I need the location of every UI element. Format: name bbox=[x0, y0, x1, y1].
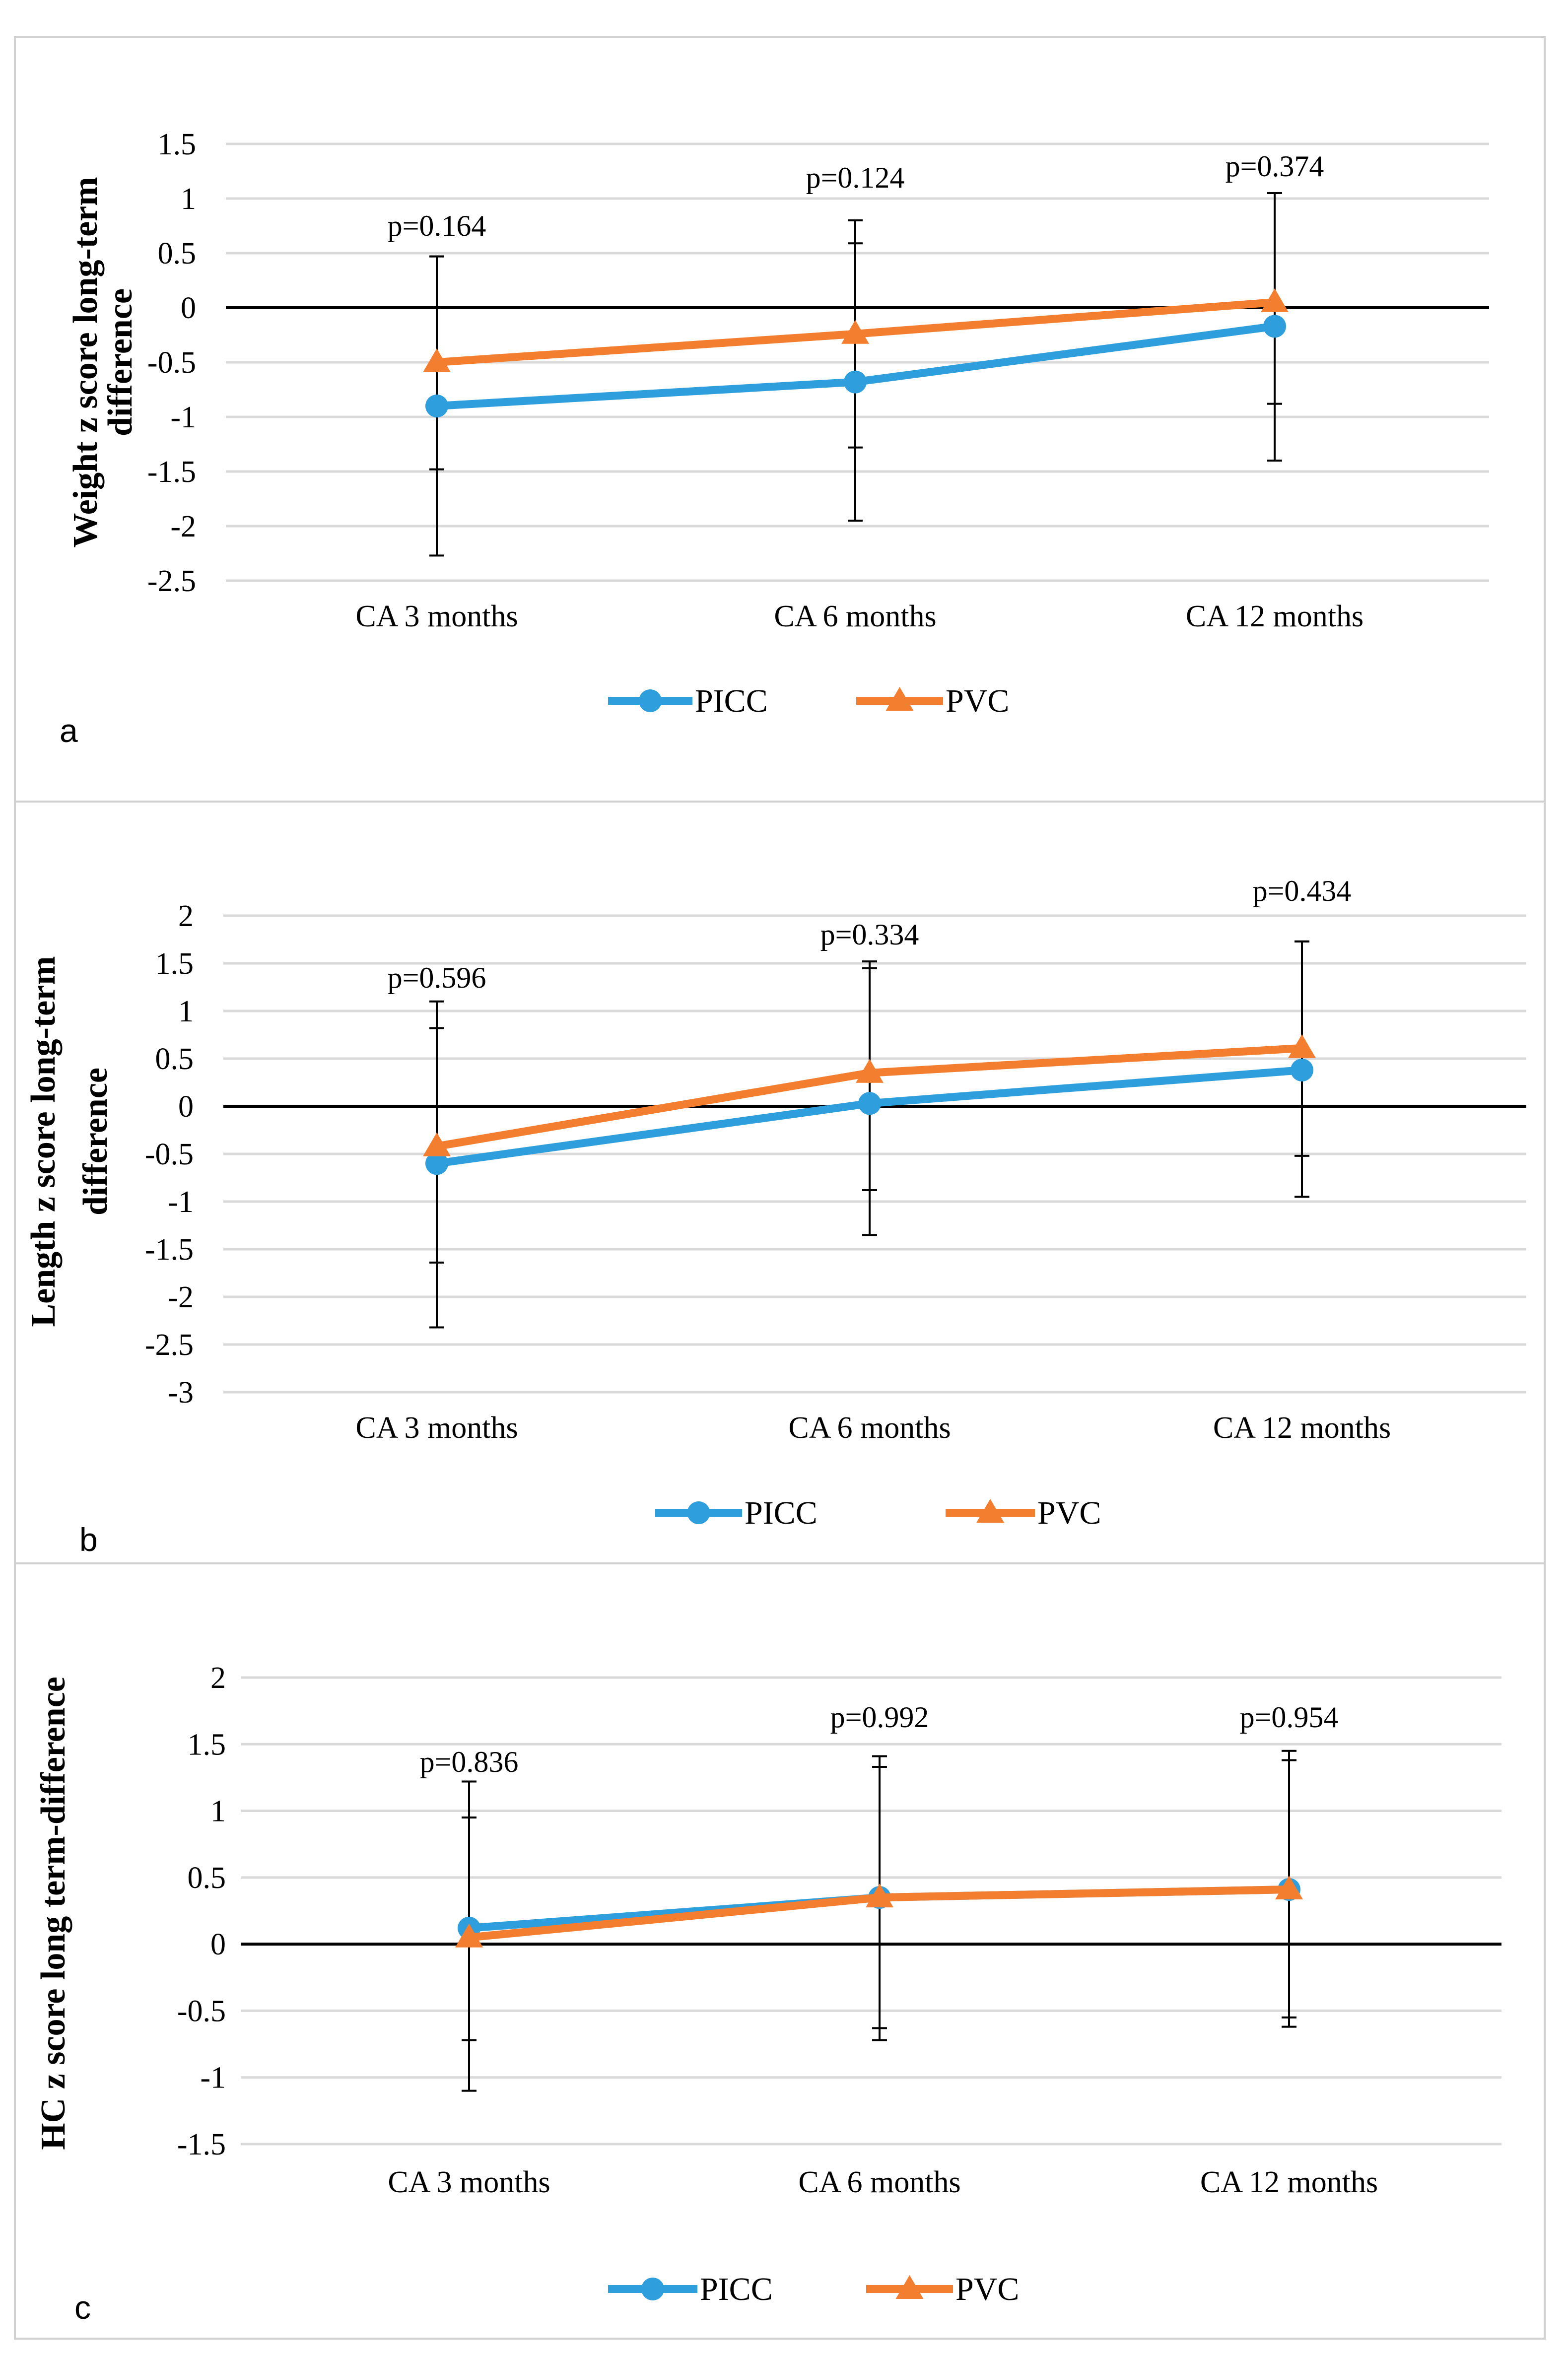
legend-marker bbox=[886, 687, 914, 711]
legend-marker bbox=[641, 2278, 664, 2300]
panel-letter: a bbox=[60, 712, 78, 749]
panel-b: 2 1.5 1 0.5 0 -0.5 -1 -1.5 -2 -2.5 -3 p=0.596 p=0.33… bbox=[14, 801, 1546, 1564]
p-value-label: p=0.374 bbox=[1226, 150, 1324, 183]
legend-label: PVC bbox=[955, 2271, 1019, 2307]
point-picc bbox=[858, 1092, 881, 1115]
y-axis-title: difference bbox=[101, 288, 139, 436]
y-tick-label: -2.5 bbox=[147, 564, 196, 598]
y-tick-label: 0.5 bbox=[158, 237, 197, 270]
legend-item-picc: PICC bbox=[608, 683, 768, 719]
point-pvc bbox=[455, 1923, 483, 1948]
y-axis-title: HC z score long term-difference bbox=[34, 1677, 72, 2150]
y-tick-label: 2 bbox=[178, 899, 194, 933]
point-picc bbox=[1291, 1059, 1313, 1082]
y-tick-label: 1 bbox=[181, 182, 196, 216]
x-tick-label: CA 12 months bbox=[1200, 2165, 1378, 2199]
p-value-label: p=0.124 bbox=[806, 161, 905, 194]
y-tick-label: -1.5 bbox=[147, 455, 196, 489]
y-axis-title: difference bbox=[76, 1068, 115, 1215]
p-value-label: p=0.596 bbox=[388, 961, 486, 994]
panel-letter: c bbox=[74, 2289, 91, 2326]
y-tick-label: 0 bbox=[178, 1090, 194, 1124]
legend-marker bbox=[639, 689, 662, 712]
x-tick-label: CA 6 months bbox=[798, 2165, 960, 2199]
y-tick-label: -3 bbox=[168, 1376, 194, 1410]
y-tick-label: 0.5 bbox=[155, 1042, 194, 1076]
point-pvc bbox=[1288, 1034, 1316, 1058]
legend-item-pvc: PVC bbox=[866, 2271, 1019, 2307]
x-tick-label: CA 3 months bbox=[388, 2165, 550, 2199]
y-tick-label: 0 bbox=[181, 291, 196, 325]
p-value-label: p=0.434 bbox=[1253, 875, 1352, 907]
x-tick-label: CA 6 months bbox=[774, 600, 936, 633]
panel-a: 1.5 1 0.5 0 -0.5 -1 -1.5 -2 -2.5 p=0.164 p=0.124 p=… bbox=[14, 36, 1546, 803]
y-axis-title: Length z score long-term bbox=[24, 956, 63, 1327]
y-tick-label: -2.5 bbox=[145, 1328, 194, 1362]
p-value-label: p=0.164 bbox=[388, 209, 486, 242]
legend-marker bbox=[687, 1501, 710, 1524]
point-pvc bbox=[856, 1059, 884, 1083]
panel-c: 2 1.5 1 0.5 0 -0.5 -1 -1.5 p=0.836 p=0.992 p=0.954… bbox=[14, 1562, 1546, 2340]
point-picc bbox=[844, 370, 867, 394]
panel-letter: b bbox=[79, 1521, 98, 1558]
y-tick-label: -2 bbox=[168, 1280, 194, 1314]
legend-label: PICC bbox=[700, 2271, 773, 2307]
legend-marker bbox=[895, 2275, 924, 2299]
y-tick-label: 1.5 bbox=[188, 1728, 226, 1761]
y-tick-label: 1 bbox=[178, 995, 194, 1028]
x-tick-label: CA 3 months bbox=[355, 1411, 518, 1445]
x-tick-label: CA 3 months bbox=[355, 600, 518, 633]
y-tick-label: 1 bbox=[210, 1795, 226, 1828]
legend-item-pvc: PVC bbox=[946, 1495, 1101, 1531]
y-tick-label: -2 bbox=[170, 510, 196, 543]
legend-label: PICC bbox=[745, 1495, 818, 1531]
p-value-label: p=0.954 bbox=[1240, 1701, 1339, 1734]
y-tick-label: -1.5 bbox=[177, 2128, 226, 2161]
x-tick-label: CA 12 months bbox=[1213, 1411, 1391, 1445]
y-tick-label: -0.5 bbox=[147, 346, 196, 380]
y-tick-label: -1 bbox=[200, 2061, 226, 2095]
y-tick-label: 2 bbox=[210, 1661, 226, 1695]
legend-marker bbox=[976, 1499, 1004, 1523]
p-value-label: p=0.992 bbox=[830, 1701, 929, 1734]
point-pvc bbox=[866, 1884, 893, 1908]
point-picc bbox=[425, 395, 448, 417]
y-tick-label: 0 bbox=[210, 1928, 226, 1961]
y-tick-label: 1.5 bbox=[158, 128, 197, 161]
y-tick-label: -1 bbox=[168, 1185, 194, 1219]
panel-frame bbox=[14, 1562, 1546, 2340]
point-pvc bbox=[841, 320, 869, 344]
point-picc bbox=[1263, 315, 1286, 338]
point-pvc bbox=[423, 1132, 451, 1156]
legend-label: PVC bbox=[946, 683, 1009, 719]
p-value-label: p=0.836 bbox=[420, 1746, 519, 1778]
y-tick-label: -1.5 bbox=[145, 1233, 194, 1267]
y-axis-title: Weight z score long-term bbox=[67, 177, 105, 547]
point-picc bbox=[425, 1152, 448, 1175]
y-tick-label: 0.5 bbox=[188, 1861, 226, 1895]
legend-label: PVC bbox=[1037, 1495, 1101, 1531]
y-tick-label: -0.5 bbox=[145, 1138, 194, 1171]
point-pvc bbox=[1261, 288, 1289, 312]
y-tick-label: -0.5 bbox=[177, 1994, 226, 2028]
point-pvc bbox=[1275, 1876, 1303, 1900]
legend-item-pvc: PVC bbox=[856, 683, 1009, 719]
y-tick-label: 1.5 bbox=[155, 947, 194, 981]
x-tick-label: CA 6 months bbox=[788, 1411, 951, 1445]
point-pvc bbox=[423, 348, 451, 372]
legend-item-picc: PICC bbox=[608, 2271, 773, 2307]
legend-label: PICC bbox=[695, 683, 768, 719]
legend-item-picc: PICC bbox=[655, 1495, 818, 1531]
y-tick-label: -1 bbox=[170, 401, 196, 434]
x-tick-label: CA 12 months bbox=[1186, 600, 1363, 633]
p-value-label: p=0.334 bbox=[820, 918, 919, 951]
